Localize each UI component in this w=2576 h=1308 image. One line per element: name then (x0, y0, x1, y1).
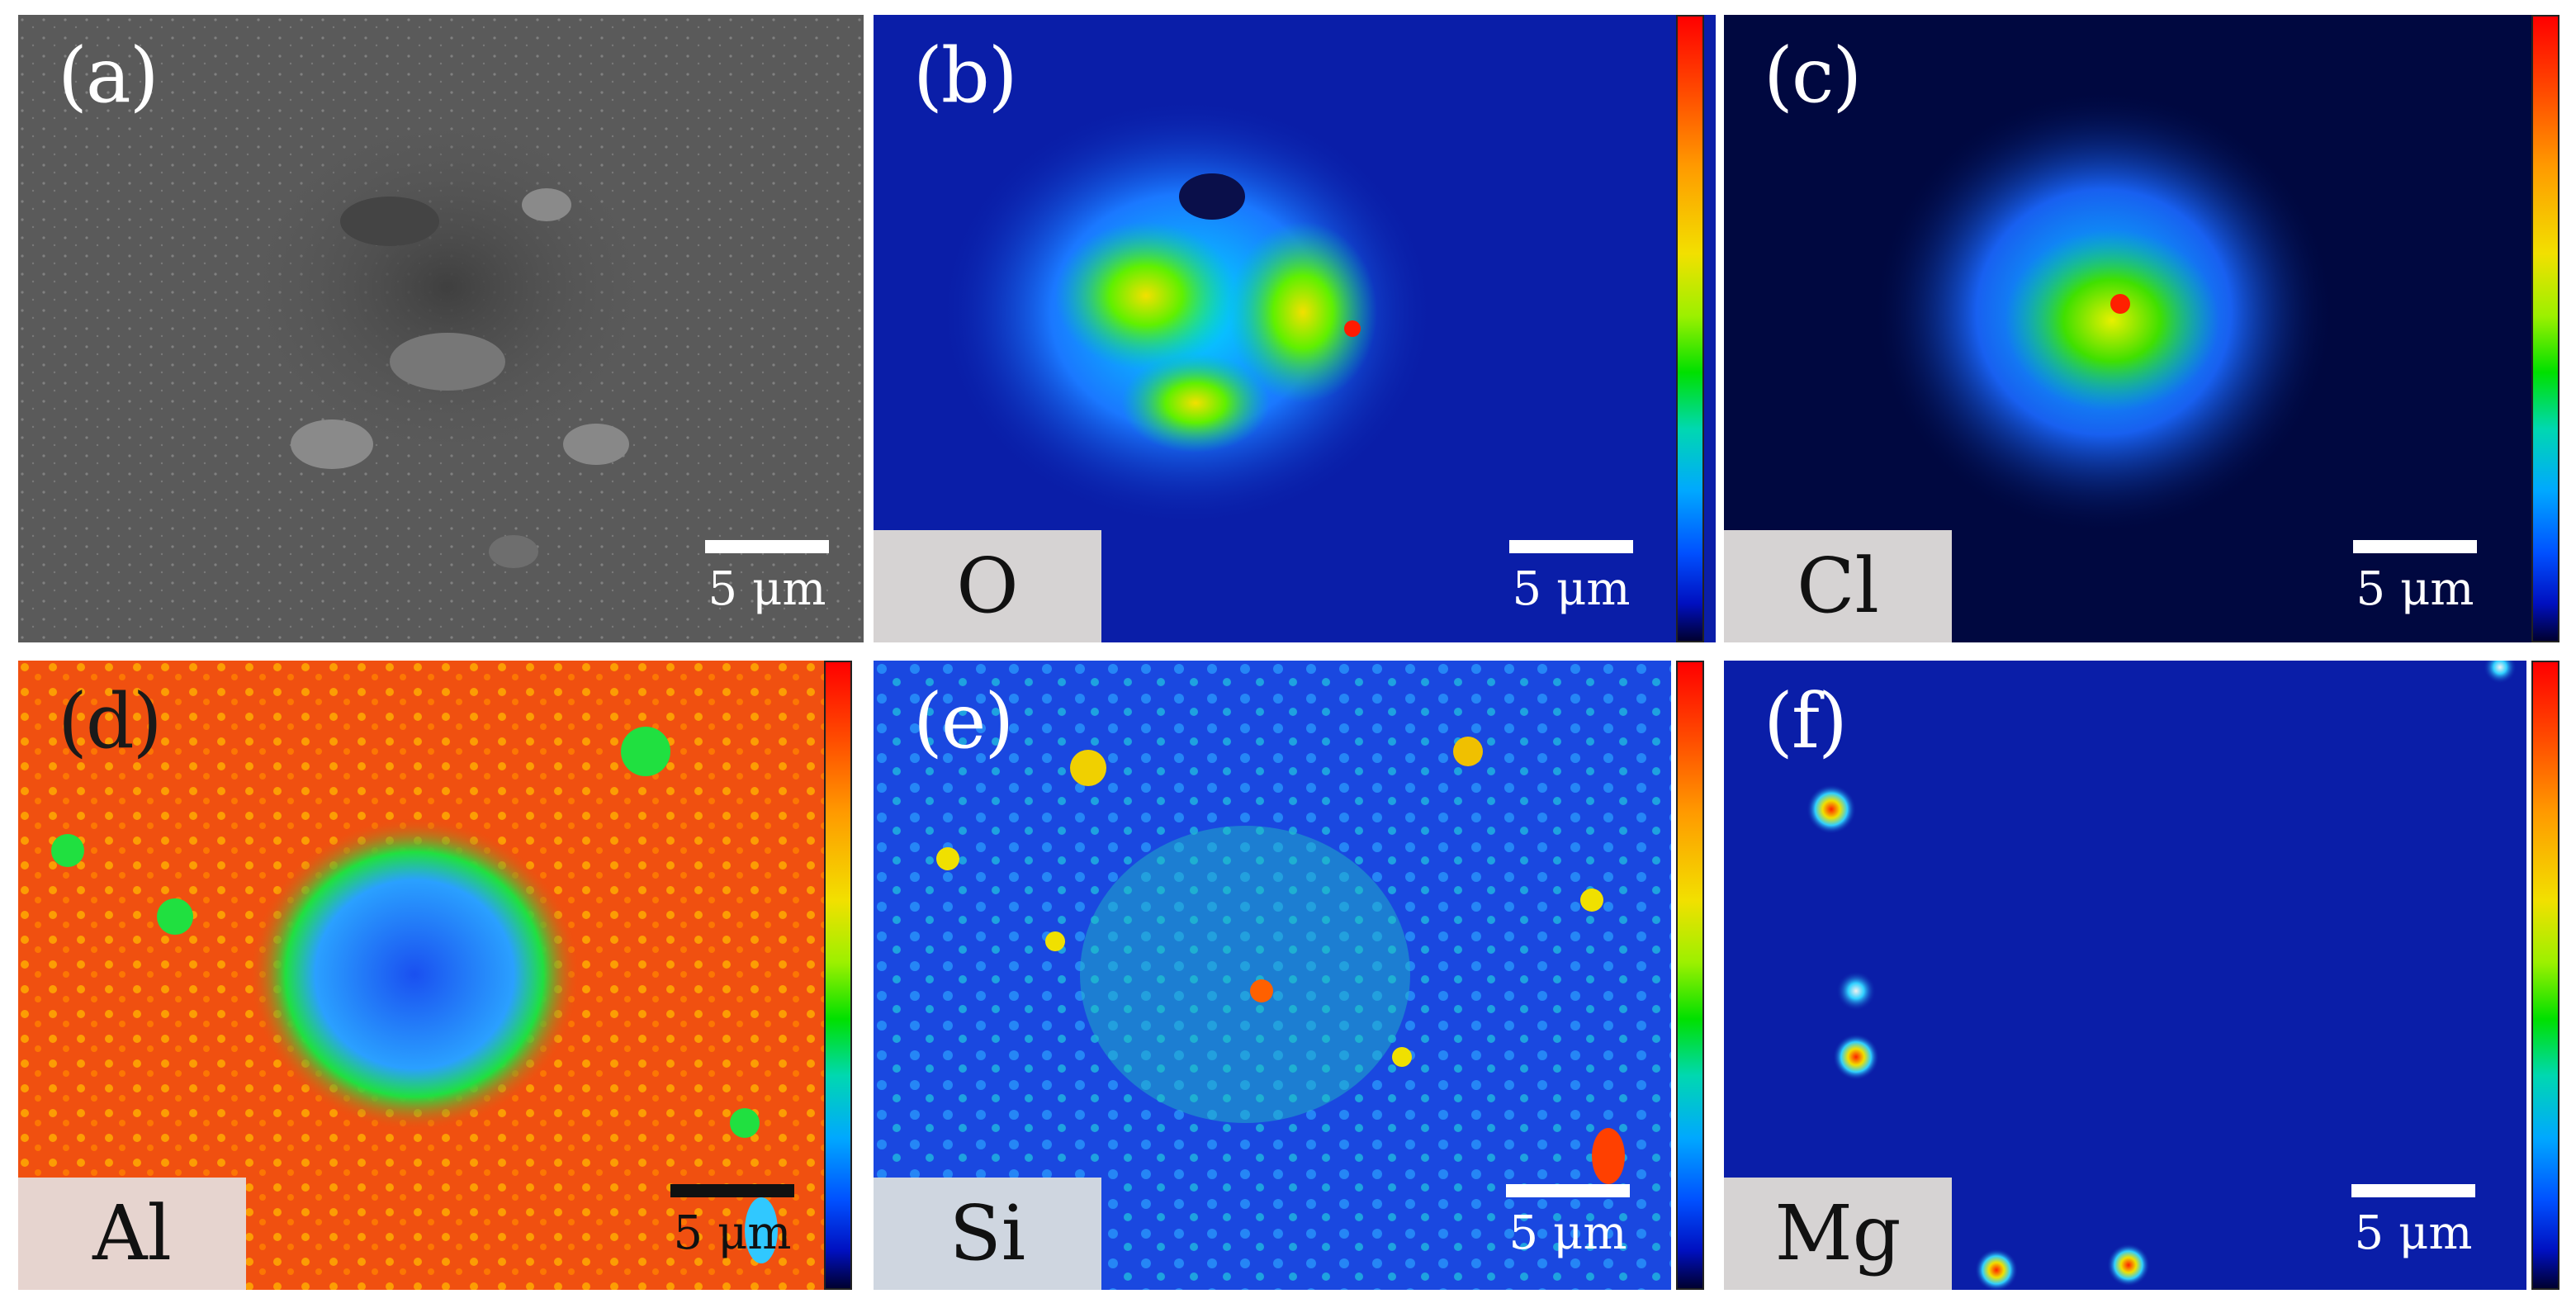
panel-c-chlorine-map: (c) Cl 5 μm (1724, 15, 2559, 642)
panel-a-sem-image: (a) 5 μm (18, 15, 864, 642)
panel-label-f: (f) (1764, 677, 1848, 765)
element-label: Cl (1797, 542, 1879, 630)
element-label-box: Cl (1724, 530, 1952, 642)
scale-label: 5 μm (1508, 1206, 1627, 1260)
element-label-box: Si (874, 1178, 1101, 1290)
panel-label-a: (a) (58, 31, 159, 120)
panel-d-aluminum-map: (d) Al 5 μm (18, 661, 827, 1290)
panel-f-magnesium-map: (f) Mg 5 μm (1724, 661, 2526, 1290)
scale-label: 5 μm (2356, 562, 2474, 616)
color-scale-bar (1676, 15, 1704, 642)
color-scale-bar (824, 661, 852, 1290)
scale-bar (2351, 1184, 2475, 1197)
element-label-box: Al (18, 1178, 246, 1290)
panel-label-b: (b) (913, 31, 1018, 120)
panel-label-d: (d) (58, 677, 163, 765)
panel-label-c: (c) (1764, 31, 1862, 120)
scale-bar (670, 1184, 794, 1197)
oxygen-map-image (874, 15, 1716, 642)
scale-bar (1506, 1184, 1630, 1197)
scale-label: 5 μm (1512, 562, 1631, 616)
scale-label: 5 μm (2354, 1206, 2473, 1260)
color-scale-bar (2531, 15, 2559, 642)
scale-bar (2353, 540, 2477, 553)
scale-bar (1509, 540, 1633, 553)
element-label: Si (949, 1189, 1026, 1277)
scale-label: 5 μm (708, 562, 826, 616)
element-label: Mg (1774, 1189, 1901, 1277)
panel-label-e: (e) (913, 677, 1014, 765)
color-scale-bar (1676, 661, 1704, 1290)
panel-e-silicon-map: (e) Si 5 μm (874, 661, 1671, 1290)
element-label: Al (92, 1189, 172, 1277)
panel-b-oxygen-map: (b) O 5 μm (874, 15, 1716, 642)
element-label-box: O (874, 530, 1101, 642)
element-label-box: Mg (1724, 1178, 1952, 1290)
scale-bar (705, 540, 829, 553)
scale-label: 5 μm (673, 1206, 792, 1260)
color-scale-bar (2531, 661, 2559, 1290)
sem-micrograph (18, 15, 864, 642)
element-label: O (956, 542, 1019, 630)
